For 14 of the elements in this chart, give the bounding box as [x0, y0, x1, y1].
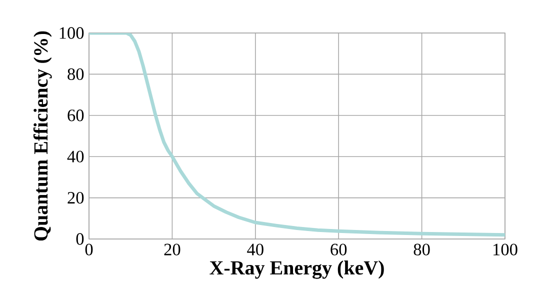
x-axis-title: X-Ray Energy (keV): [210, 260, 384, 279]
x-tick-label: 80: [414, 244, 430, 256]
y-tick-label: 20: [68, 192, 84, 204]
x-tick-label: 0: [85, 244, 93, 256]
y-tick-label: 80: [68, 68, 84, 80]
x-tick-label: 60: [330, 244, 347, 256]
y-tick-label: 60: [68, 110, 84, 122]
x-tick-label: 40: [247, 244, 264, 256]
x-tick-label: 100: [494, 244, 518, 256]
x-tick-label: 20: [164, 244, 180, 256]
y-tick-label: 0: [76, 233, 84, 245]
y-tick-label: 100: [60, 27, 84, 39]
y-axis-title: Quantum Efficiency (%): [33, 31, 52, 241]
y-tick-label: 40: [67, 150, 84, 162]
